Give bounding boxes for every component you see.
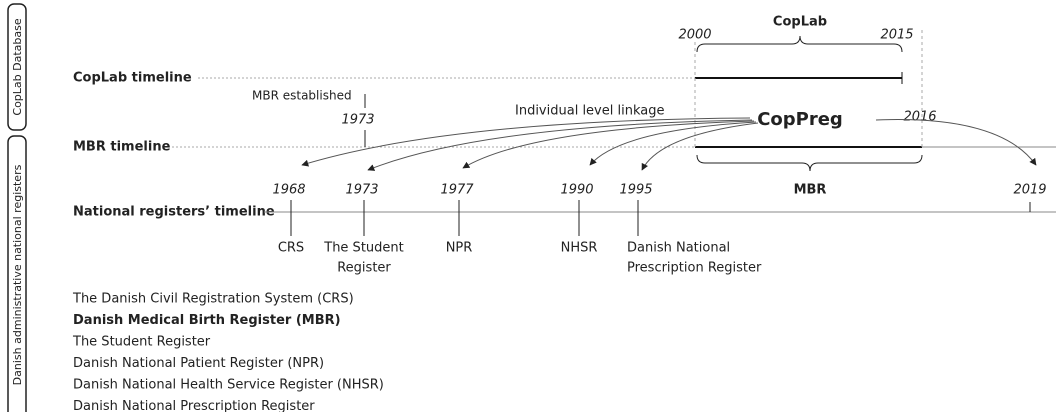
annotation: MBR established <box>252 89 352 103</box>
register-label: CRS <box>278 241 304 256</box>
legend-item: The Student Register <box>72 335 211 350</box>
linkage-label: Individual level linkage <box>515 104 664 119</box>
brace <box>696 35 903 53</box>
legend-item: Danish National Prescription Register <box>73 399 315 412</box>
year: 2016 <box>903 110 936 125</box>
side-label: CopLab Database <box>11 18 24 115</box>
center-label: CopPreg <box>757 109 843 130</box>
brace <box>696 154 923 172</box>
register-label: Prescription Register <box>627 261 762 276</box>
arrows <box>301 117 1037 171</box>
arrow <box>875 119 1037 166</box>
year: 1990 <box>560 183 593 198</box>
year: 1973 <box>341 113 374 128</box>
legend-item: Danish National Patient Register (NPR) <box>73 356 324 371</box>
year: 1973 <box>345 183 378 198</box>
register-label: NHSR <box>561 241 598 256</box>
register-label: Danish National <box>627 241 730 256</box>
timeline-label: MBR timeline <box>73 140 171 155</box>
side-box <box>7 3 27 131</box>
legend: The Danish Civil Registration System (CR… <box>72 292 384 412</box>
year: 2015 <box>880 28 913 43</box>
legend-item: The Danish Civil Registration System (CR… <box>72 292 354 307</box>
legend-item: Danish Medical Birth Register (MBR) <box>73 313 341 328</box>
coplab-title: CopLab <box>773 15 827 30</box>
legend-item: Danish National Health Service Register … <box>73 378 384 393</box>
year: 1995 <box>619 183 652 198</box>
year: 2019 <box>1013 183 1046 198</box>
year: 1968 <box>272 183 305 198</box>
register-label: NPR <box>446 241 473 256</box>
mbr-label: MBR <box>794 183 827 198</box>
arrow <box>301 117 751 167</box>
timeline-label: CopLab timeline <box>73 71 192 86</box>
year: 2000 <box>678 28 711 43</box>
arrow <box>589 121 757 166</box>
arrow <box>367 119 753 171</box>
register-label: Register <box>337 261 391 276</box>
arrow <box>641 122 759 171</box>
timeline-label: National registers’ timeline <box>73 205 275 220</box>
side-label: Danish administrative national registers <box>11 164 24 385</box>
registers: 1968 CRS 1973 The Student Register 1977 NPR 199… <box>272 183 762 276</box>
arrow <box>462 120 755 169</box>
register-label: The Student <box>323 241 404 256</box>
year: 1977 <box>440 183 474 198</box>
side-box <box>7 135 27 412</box>
